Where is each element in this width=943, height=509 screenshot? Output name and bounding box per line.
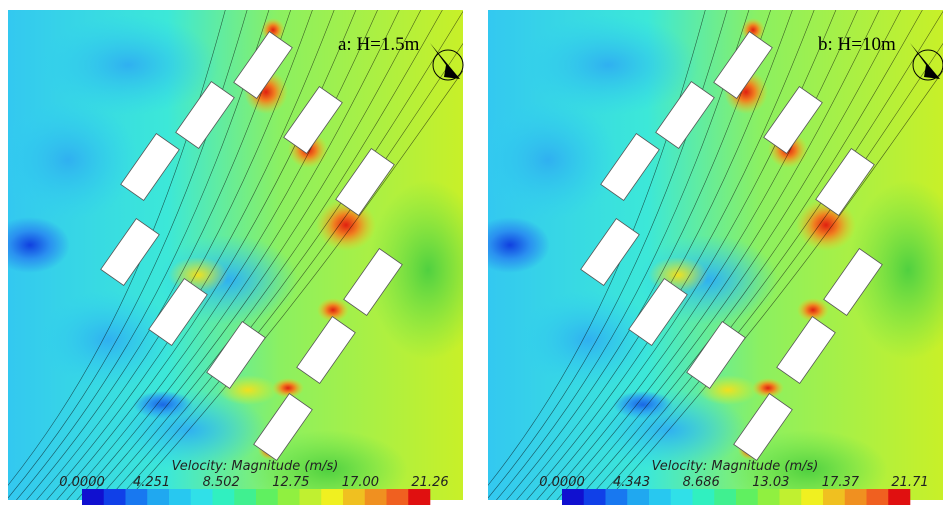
colorbar-swatch	[408, 489, 430, 505]
colorbar-title: Velocity: Magnitude (m/s)	[652, 459, 819, 474]
colorbar-tick-label: 13.03	[752, 475, 789, 490]
colorbar-swatch	[845, 489, 867, 505]
colorbar-swatch	[191, 489, 213, 505]
colorbar-tick-label: 12.75	[272, 475, 309, 490]
colorbar-swatch	[888, 489, 910, 505]
colorbar-swatch	[627, 489, 649, 505]
colorbar-swatch	[823, 489, 845, 505]
colorbar-title: Velocity: Magnitude (m/s)	[172, 459, 339, 474]
colorbar-swatch	[387, 489, 409, 505]
colorbar-swatch	[365, 489, 387, 505]
colorbar-swatch	[147, 489, 169, 505]
colorbar-tick-label: 21.26	[411, 475, 448, 490]
colorbar-tick-label: 4.343	[613, 475, 650, 490]
colorbar-swatch	[671, 489, 693, 505]
colorbar-swatch	[213, 489, 235, 505]
colorbar-swatch	[126, 489, 148, 505]
colorbar-swatch	[321, 489, 343, 505]
colorbar-tick-label: 17.00	[342, 475, 379, 490]
colorbar-swatch	[649, 489, 671, 505]
colorbar-swatch	[256, 489, 278, 505]
colorbar-swatch	[584, 489, 606, 505]
colorbar-swatch	[300, 489, 322, 505]
field-region	[470, 217, 550, 273]
colorbar-swatch	[234, 489, 256, 505]
colorbar-swatch	[562, 489, 584, 505]
contour-field	[0, 0, 514, 509]
colorbar-tick-label: 8.502	[203, 475, 240, 490]
field-region	[38, 15, 218, 115]
colorbar-swatch	[278, 489, 300, 505]
colorbar-swatch	[867, 489, 889, 505]
colorbar-swatch	[736, 489, 758, 505]
colorbar-swatch	[714, 489, 736, 505]
colorbar-swatch	[801, 489, 823, 505]
colorbar-swatch	[343, 489, 365, 505]
panel-label: b: H=10m	[818, 34, 896, 55]
panel-label: a: H=1.5m	[338, 34, 420, 55]
colorbar-tick-label: 21.71	[891, 475, 928, 490]
field-region	[648, 257, 708, 293]
colorbar-tick-label: 17.37	[822, 475, 860, 490]
colorbar-swatch	[758, 489, 780, 505]
colorbar-swatch	[780, 489, 802, 505]
field-region	[518, 15, 698, 115]
colorbar-tick-label: 4.251	[133, 475, 170, 490]
colorbar-swatch	[169, 489, 191, 505]
panel: a: H=1.5m Velocity: Magnitude (m/s) 0.0000…	[0, 0, 514, 509]
colorbar-swatch	[606, 489, 628, 505]
colorbar-swatch	[82, 489, 104, 505]
colorbar-tick-label: 0.0000	[539, 475, 585, 490]
contour-field	[468, 0, 943, 509]
colorbar-swatch	[693, 489, 715, 505]
colorbar-tick-label: 0.0000	[59, 475, 105, 490]
field-region	[478, 100, 618, 220]
colorbar-tick-label: 8.686	[683, 475, 720, 490]
field-region	[0, 100, 138, 220]
colorbar-swatch	[104, 489, 126, 505]
figure: a: H=1.5m Velocity: Magnitude (m/s) 0.0000…	[0, 0, 943, 509]
field-region	[168, 257, 228, 293]
panel: b: H=10m Velocity: Magnitude (m/s) 0.0000 4…	[468, 0, 943, 509]
